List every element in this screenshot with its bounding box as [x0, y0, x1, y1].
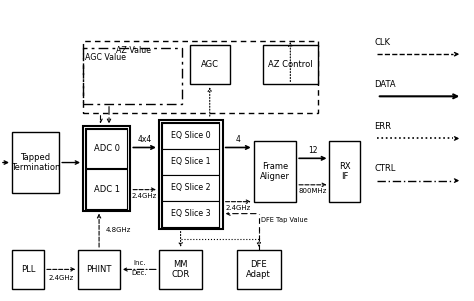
- Bar: [162, 123, 219, 227]
- Text: 2.4GHz: 2.4GHz: [132, 193, 157, 199]
- Bar: [12, 250, 44, 289]
- Bar: [83, 41, 318, 113]
- Text: Dec.: Dec.: [132, 270, 147, 276]
- Bar: [78, 250, 120, 289]
- Text: DFE
Adapt: DFE Adapt: [246, 260, 271, 279]
- Bar: [86, 129, 127, 209]
- Text: EQ Slice 0: EQ Slice 0: [171, 131, 210, 140]
- Text: EQ Slice 1: EQ Slice 1: [171, 157, 210, 166]
- Text: CLK: CLK: [374, 38, 391, 47]
- Bar: [162, 123, 219, 149]
- Text: 2.4GHz: 2.4GHz: [226, 205, 251, 211]
- Text: Tapped
Termination: Tapped Termination: [11, 153, 60, 172]
- Bar: [237, 250, 281, 289]
- Text: ADC 1: ADC 1: [94, 185, 119, 194]
- Text: AGC: AGC: [201, 60, 219, 69]
- Bar: [83, 126, 130, 211]
- Bar: [263, 45, 318, 84]
- Text: MM
CDR: MM CDR: [172, 260, 190, 279]
- Text: Inc.: Inc.: [133, 260, 146, 266]
- Text: AGC Value: AGC Value: [85, 53, 126, 62]
- Text: 2.4GHz: 2.4GHz: [48, 275, 74, 281]
- Text: PHINT: PHINT: [86, 265, 112, 274]
- Text: EQ Slice 3: EQ Slice 3: [171, 209, 210, 218]
- Text: 800MHz: 800MHz: [299, 188, 327, 194]
- Bar: [254, 141, 296, 202]
- Text: 12: 12: [308, 146, 318, 155]
- Text: 4: 4: [236, 135, 241, 144]
- Text: 4.8GHz: 4.8GHz: [106, 227, 132, 233]
- Bar: [86, 129, 127, 168]
- Bar: [162, 148, 219, 175]
- Text: ERR: ERR: [374, 122, 392, 131]
- Bar: [12, 132, 59, 193]
- Bar: [159, 120, 223, 229]
- Text: RX
IF: RX IF: [339, 162, 351, 181]
- Text: 4x4: 4x4: [137, 135, 152, 144]
- Text: DFE Tap Value: DFE Tap Value: [261, 217, 308, 223]
- Bar: [162, 200, 219, 227]
- Bar: [329, 141, 360, 202]
- Text: ADC 0: ADC 0: [94, 144, 119, 153]
- Text: EQ Slice 2: EQ Slice 2: [171, 183, 210, 192]
- Text: DATA: DATA: [374, 80, 396, 89]
- Text: CTRL: CTRL: [374, 164, 396, 173]
- Bar: [190, 45, 230, 84]
- Text: PLL: PLL: [21, 265, 35, 274]
- Text: AZ Control: AZ Control: [268, 60, 313, 69]
- Bar: [83, 48, 182, 104]
- Text: Frame
Aligner: Frame Aligner: [260, 162, 290, 181]
- Bar: [86, 169, 127, 209]
- Bar: [159, 250, 202, 289]
- Text: AZ Value: AZ Value: [116, 46, 151, 55]
- Bar: [162, 175, 219, 200]
